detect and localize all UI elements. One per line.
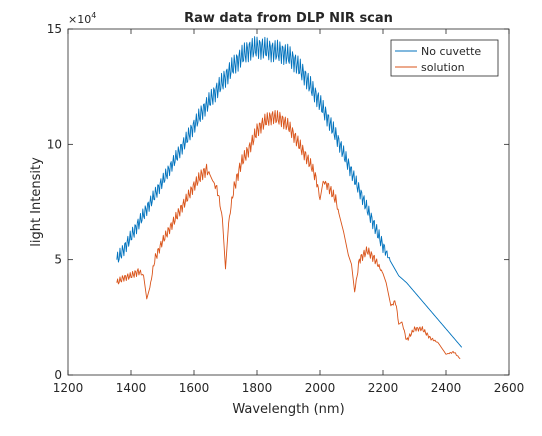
legend-box — [390, 39, 499, 77]
y-tick-label: 0 — [54, 368, 62, 382]
y-tick-label: 5 — [54, 253, 62, 267]
chart-title: Raw data from DLP NIR scan — [184, 11, 393, 26]
series-layer — [116, 36, 463, 360]
y-axis-exponent-power: 4 — [91, 11, 96, 20]
x-tick-label: 1600 — [179, 381, 210, 395]
x-tick-label: 2000 — [305, 381, 336, 395]
x-tick-label: 2200 — [368, 381, 399, 395]
x-tick-label: 2400 — [431, 381, 462, 395]
y-axis-exponent: ×104 — [68, 11, 96, 26]
x-tick-label: 1200 — [53, 381, 84, 395]
plot-area — [68, 29, 509, 375]
x-tick-label: 2600 — [494, 381, 525, 395]
legend-label-solution: solution — [421, 61, 465, 74]
x-axis-label: Wavelength (nm) — [232, 402, 344, 417]
y-tick-label: 15 — [47, 22, 62, 36]
axes-layer: 1200 1400 1600 1800 2000 2200 2400 2600 0 5 10 15 — [47, 22, 525, 395]
legend: No cuvette solution — [390, 39, 499, 77]
series-line-no-cuvette — [116, 36, 463, 348]
legend-label-no-cuvette: No cuvette — [421, 45, 481, 58]
y-axis-exponent-base: ×10 — [68, 13, 91, 26]
x-tick-label: 1800 — [242, 381, 273, 395]
y-tick-label: 10 — [47, 137, 62, 151]
x-tick-label: 1400 — [116, 381, 147, 395]
series-line-solution — [116, 110, 461, 360]
axes-box — [67, 28, 510, 376]
y-axis-label: light Intensity — [29, 157, 44, 247]
